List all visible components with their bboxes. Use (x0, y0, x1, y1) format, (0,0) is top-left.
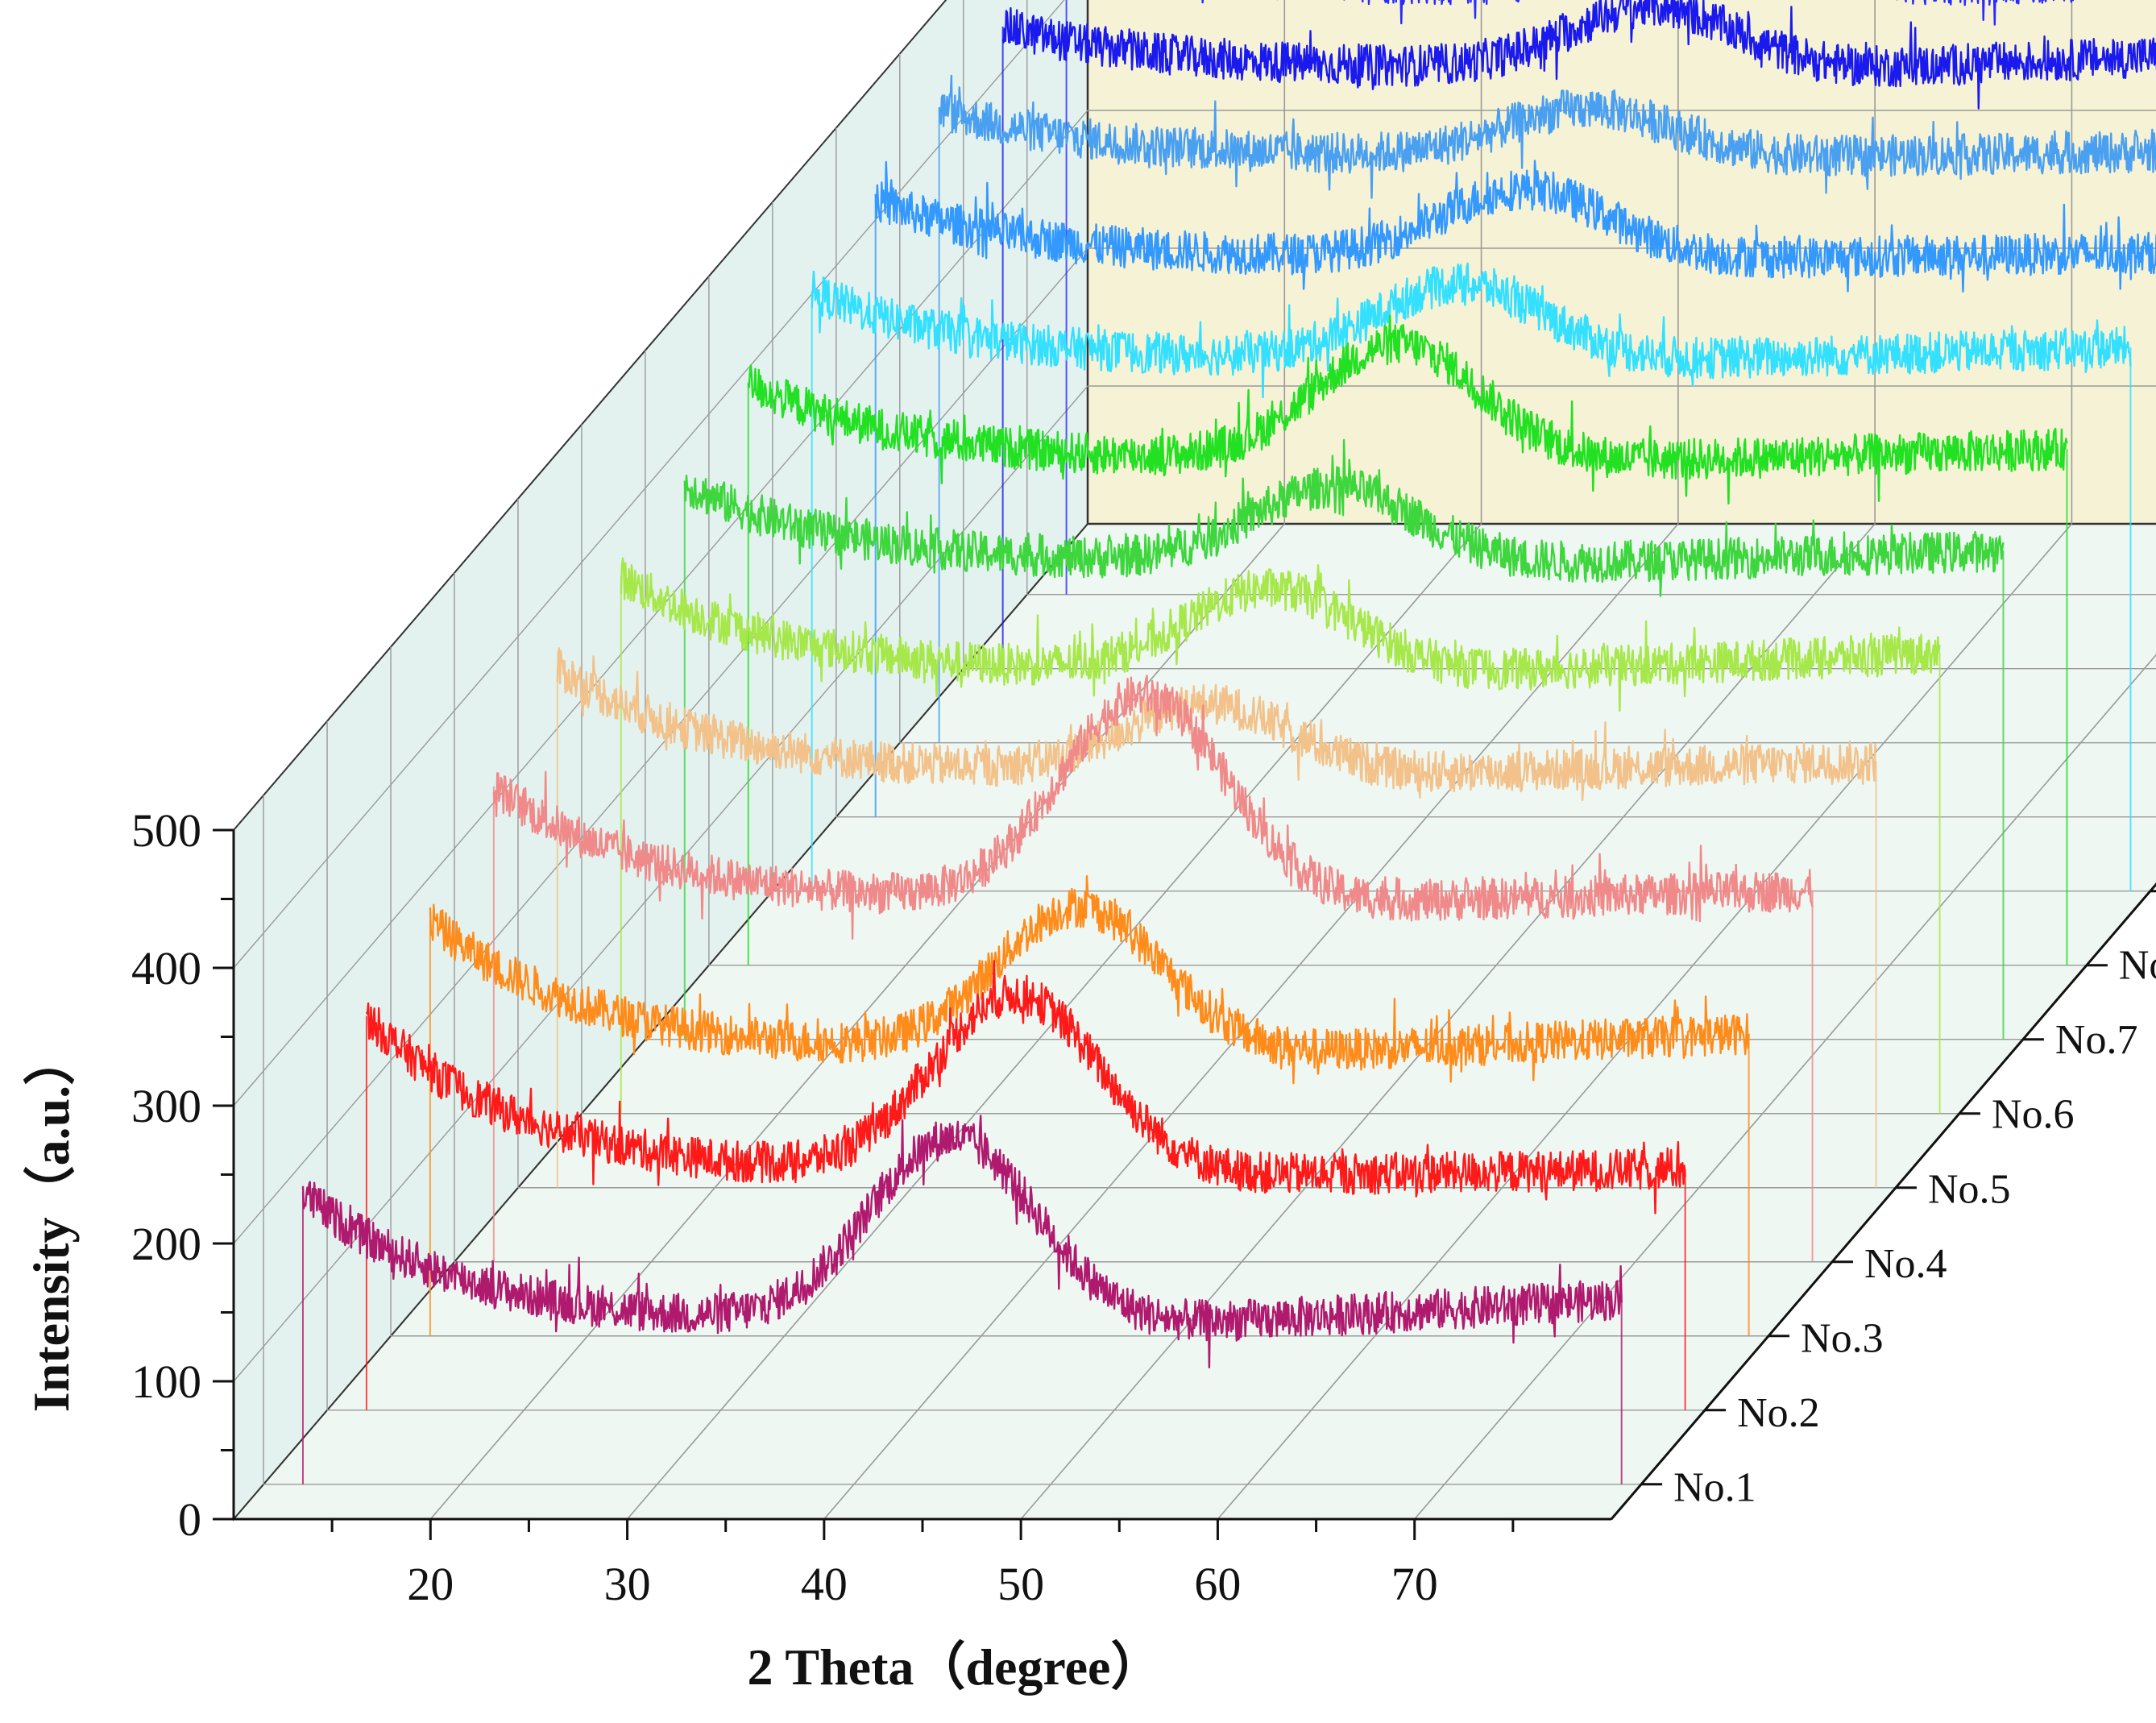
sample-tick-label: No.2 (1737, 1390, 1820, 1436)
series-group (301, 0, 2156, 1484)
y-axis-title: Intensity（a.u.） (23, 1034, 80, 1412)
labels-group: 20 30 40 50 60 70 0 100 200 300 400 500 No.1 No.2 No.3… (23, 804, 2156, 1696)
floor-grid-x (823, 523, 1679, 1520)
x-tick-label: 50 (997, 1558, 1044, 1610)
side-grid-y (233, 0, 1065, 969)
series-line (556, 647, 1877, 802)
series-no-9 (811, 262, 2132, 891)
y-tick-label: 400 (131, 942, 201, 994)
series-line (620, 557, 1941, 712)
x-axis-title: 2 Theta（degree） (748, 1638, 1163, 1696)
x-tick-label: 20 (407, 1558, 454, 1610)
y-tick-label: 500 (131, 804, 201, 857)
series-no-7 (683, 438, 2005, 1040)
series-line (365, 960, 1686, 1214)
y-tick-label: 100 (131, 1356, 201, 1408)
sample-tick-label: No.6 (1992, 1092, 2075, 1138)
depth-axis-line (1610, 882, 2156, 1520)
sample-tick-label: No.4 (1864, 1241, 1947, 1287)
series-line (301, 1115, 1623, 1369)
series-line (1001, 0, 2156, 110)
series-no-8 (747, 314, 2068, 965)
series-line (492, 675, 1814, 940)
series-line (874, 160, 2156, 293)
series-no-2 (365, 960, 1686, 1410)
series-line (938, 74, 2156, 199)
side-grid-y (233, 247, 1088, 1244)
sample-tick-label: No.8 (2119, 943, 2156, 989)
back-wall (1086, 0, 2156, 525)
x-tick-label: 60 (1194, 1558, 1241, 1610)
series-no-4 (492, 675, 1814, 1262)
sample-tick-label: No.1 (1673, 1465, 1756, 1511)
series-line (429, 874, 1750, 1085)
series-no-5 (556, 647, 1877, 1188)
floor-grid-x (429, 523, 1285, 1520)
series-line (683, 438, 2005, 597)
x-tick-label: 70 (1391, 1558, 1438, 1610)
sample-tick-label: No.3 (1801, 1315, 1884, 1361)
floor-grid-x (1414, 654, 2156, 1520)
sample-tick-label: No.5 (1928, 1166, 2011, 1212)
y-tick-label: 0 (178, 1493, 201, 1546)
x-tick-label: 30 (604, 1558, 651, 1610)
series-line (811, 262, 2132, 399)
series-no-1 (301, 1115, 1623, 1484)
sample-tick-label: No.7 (2055, 1017, 2138, 1063)
series-line (747, 314, 2068, 504)
axes-group (213, 828, 2156, 1540)
y-tick-label: 300 (131, 1080, 201, 1132)
y-tick-label: 200 (131, 1218, 201, 1270)
x-tick-label: 40 (801, 1558, 848, 1610)
